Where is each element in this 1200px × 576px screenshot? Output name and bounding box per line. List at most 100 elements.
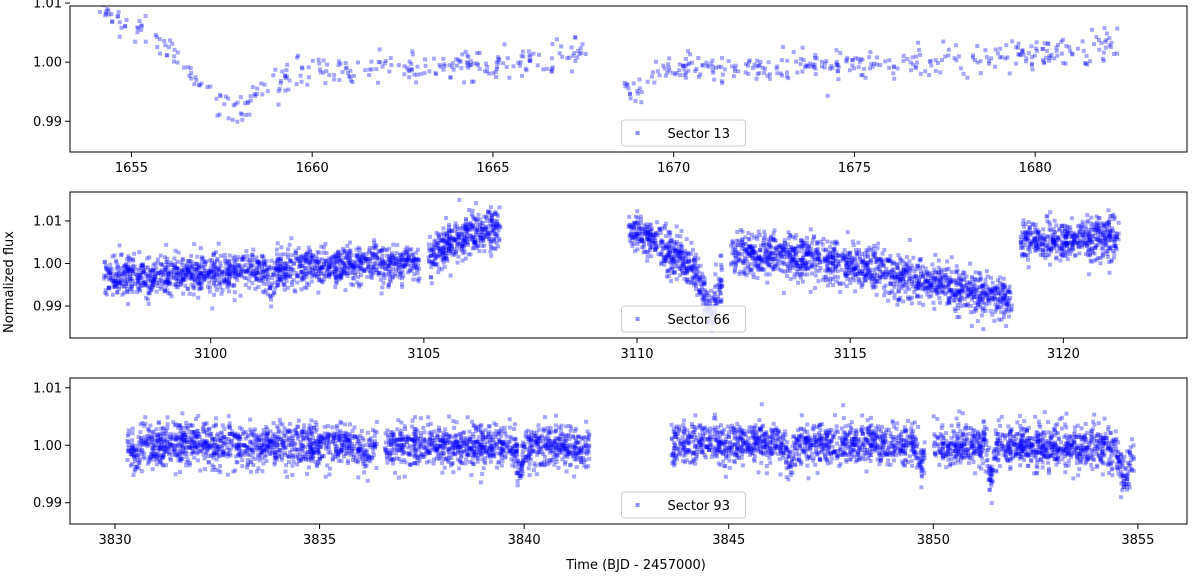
data-point	[752, 235, 757, 240]
data-point	[183, 277, 188, 282]
data-point	[1027, 249, 1032, 254]
data-point	[1005, 302, 1009, 307]
data-point	[800, 45, 805, 50]
data-point	[890, 260, 895, 265]
data-point	[863, 274, 868, 279]
data-point	[661, 63, 666, 68]
data-point	[416, 247, 420, 252]
data-point	[375, 256, 380, 261]
data-point	[966, 288, 970, 293]
data-point	[984, 269, 989, 274]
data-point	[201, 256, 206, 261]
data-point	[750, 253, 755, 258]
data-point	[968, 288, 973, 293]
data-point	[794, 59, 798, 64]
data-point	[174, 272, 179, 277]
data-point	[370, 252, 375, 256]
data-point	[401, 263, 406, 268]
data-point	[653, 240, 658, 245]
data-point	[359, 273, 363, 278]
data-point	[151, 278, 156, 283]
data-point	[958, 282, 963, 287]
data-point	[208, 84, 213, 89]
data-point	[670, 257, 675, 261]
data-point	[260, 278, 265, 283]
data-point	[978, 298, 983, 302]
data-point	[765, 248, 770, 253]
data-point	[162, 280, 167, 285]
data-point	[328, 262, 333, 267]
data-point	[385, 267, 390, 272]
data-point	[853, 289, 858, 294]
data-point	[1026, 220, 1031, 225]
data-point	[462, 250, 467, 255]
data-point	[892, 260, 897, 265]
data-point	[961, 284, 966, 289]
data-point	[733, 256, 738, 261]
data-point	[816, 279, 821, 284]
data-point	[166, 279, 171, 284]
data-point	[973, 283, 977, 288]
data-point	[317, 278, 322, 283]
data-point	[940, 285, 945, 290]
data-point	[792, 263, 797, 268]
data-point	[888, 254, 893, 259]
data-point	[819, 239, 824, 244]
data-point	[400, 253, 405, 258]
data-point	[1071, 234, 1076, 239]
data-point	[134, 273, 139, 278]
data-point	[182, 65, 187, 70]
data-point	[973, 270, 978, 275]
data-point	[799, 271, 804, 276]
data-point	[739, 246, 744, 251]
data-point	[1047, 246, 1052, 251]
data-point	[995, 305, 999, 310]
data-point	[346, 260, 351, 265]
data-point	[168, 281, 173, 286]
data-point	[857, 278, 862, 283]
data-point	[695, 264, 700, 269]
data-point	[156, 271, 161, 276]
data-point	[352, 259, 357, 264]
data-point	[1101, 223, 1106, 228]
data-point	[914, 64, 919, 69]
data-point	[895, 302, 900, 307]
data-point	[964, 286, 969, 290]
data-point	[391, 242, 396, 247]
data-point	[207, 289, 212, 294]
data-point	[133, 267, 138, 272]
data-point	[925, 270, 930, 275]
data-point	[1033, 238, 1038, 243]
data-point	[271, 265, 276, 270]
data-point	[762, 238, 767, 242]
data-point	[115, 284, 120, 289]
data-point	[370, 256, 375, 261]
data-point	[290, 282, 295, 287]
data-point	[295, 280, 300, 285]
data-point	[195, 268, 200, 273]
data-point	[729, 243, 734, 248]
data-point	[916, 282, 921, 287]
data-point	[1046, 247, 1051, 252]
data-point	[290, 267, 295, 272]
data-point	[275, 267, 280, 272]
data-point	[214, 278, 219, 282]
data-point	[850, 58, 855, 63]
data-point	[202, 277, 207, 282]
data-point	[444, 216, 448, 220]
data-point	[455, 242, 460, 247]
data-point	[235, 273, 240, 277]
data-point	[214, 270, 219, 275]
data-point	[489, 218, 494, 223]
data-point	[756, 229, 761, 234]
data-point	[931, 276, 935, 281]
data-point	[230, 117, 235, 122]
data-point	[995, 284, 1000, 289]
data-point	[1085, 238, 1090, 243]
data-point	[254, 270, 259, 275]
data-point	[853, 257, 858, 262]
data-point	[1050, 236, 1055, 241]
data-point	[950, 278, 955, 283]
data-point	[1097, 238, 1102, 243]
